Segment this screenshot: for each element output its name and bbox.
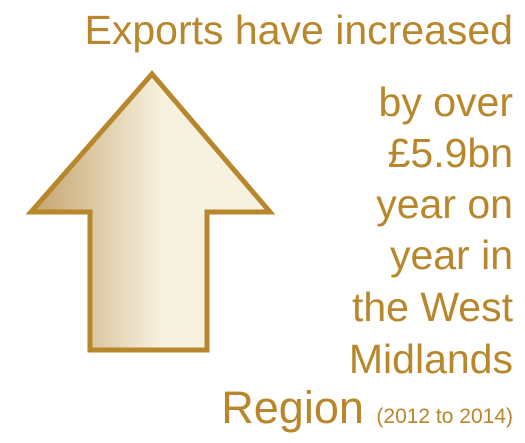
headline-region: Region	[221, 382, 364, 433]
period-label: (2012 to 2014)	[376, 405, 513, 428]
headline-line-2: by over	[378, 79, 513, 125]
headline-line-4: year on	[376, 181, 513, 227]
arrow-shape	[25, 70, 276, 353]
headline-line-1: Exports have increased	[84, 7, 513, 53]
headline-line-6: the West	[351, 284, 513, 330]
headline-line-7: Midlands	[348, 336, 513, 382]
headline-line-8: Region (2012 to 2014)	[221, 385, 513, 430]
headline-line-5: year in	[389, 232, 513, 278]
headline-amount: £5.9bn	[387, 130, 513, 176]
